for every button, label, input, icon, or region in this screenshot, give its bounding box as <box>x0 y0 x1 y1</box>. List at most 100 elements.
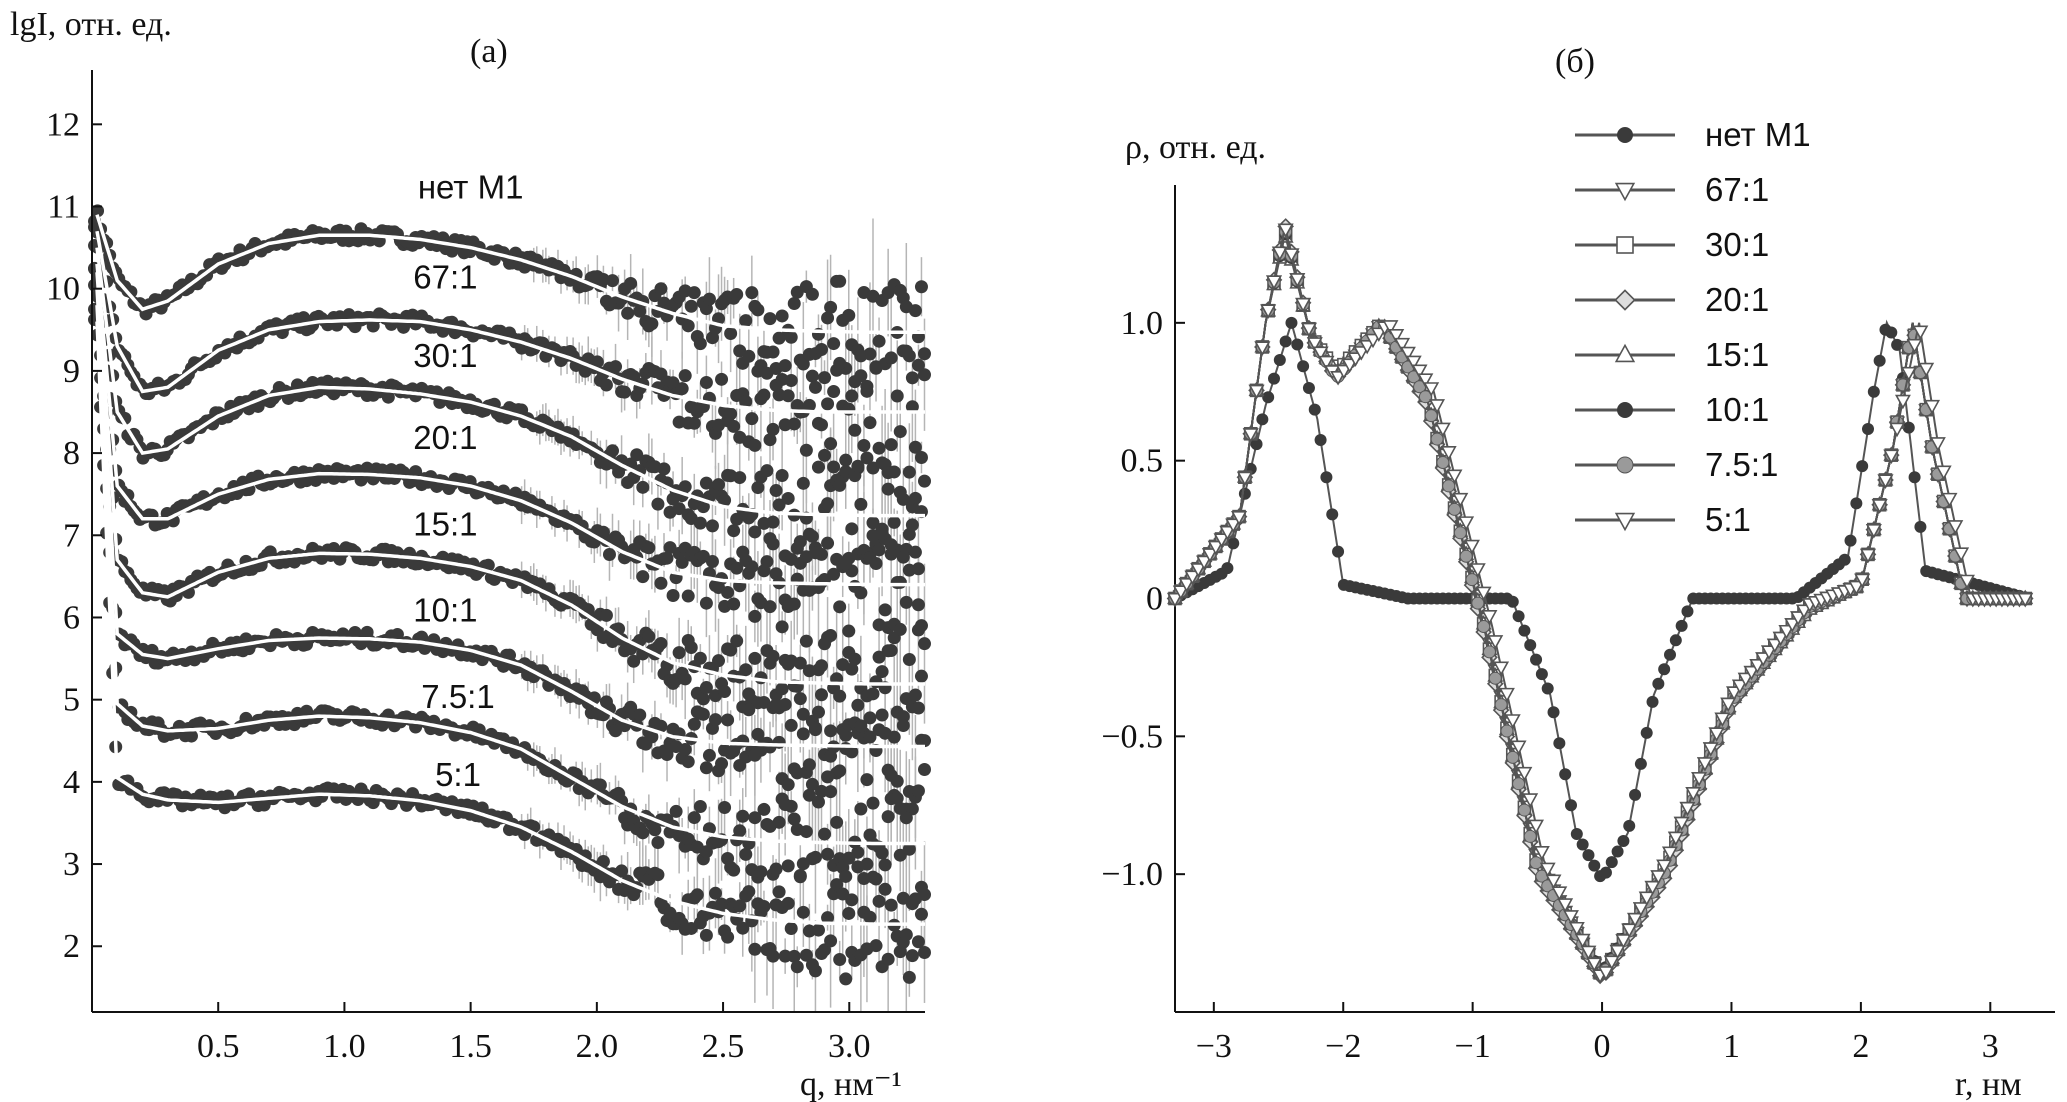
data-point <box>911 562 925 576</box>
data-point <box>727 524 741 538</box>
density-marker <box>1341 358 1358 374</box>
data-point <box>899 344 913 358</box>
density-marker <box>1681 605 1694 618</box>
data-point <box>845 745 859 759</box>
density-marker <box>1347 352 1364 367</box>
data-point <box>830 815 844 829</box>
data-point <box>805 369 819 383</box>
data-point <box>781 896 795 910</box>
density-marker <box>1359 339 1376 355</box>
data-point <box>902 652 916 666</box>
data-point <box>763 312 777 326</box>
density-marker <box>1743 665 1760 681</box>
data-point <box>696 500 710 514</box>
density-marker <box>1565 799 1577 812</box>
density-marker <box>1778 624 1795 640</box>
curve-label-5: 10:1 <box>413 592 477 629</box>
data-point <box>745 286 759 300</box>
density-marker <box>1918 362 1935 378</box>
density-marker <box>1576 838 1589 851</box>
density-marker <box>1755 652 1772 667</box>
density-marker <box>1862 422 1874 435</box>
data-point <box>778 359 792 373</box>
density-marker <box>1553 737 1566 750</box>
data-point <box>911 701 925 715</box>
density-marker <box>1482 645 1496 659</box>
data-point <box>699 596 713 610</box>
data-point <box>769 698 783 712</box>
data-point <box>763 433 777 447</box>
data-point <box>730 287 744 301</box>
density-marker <box>1656 859 1673 874</box>
data-point <box>748 942 762 956</box>
data-point <box>675 382 689 396</box>
density-marker <box>1691 772 1708 787</box>
data-point <box>730 561 744 575</box>
legend-label-6: 7.5:1 <box>1705 446 1778 483</box>
density-marker <box>1405 355 1422 371</box>
density-marker <box>1599 866 1612 879</box>
data-point <box>893 575 907 589</box>
data-point <box>821 497 835 511</box>
data-point <box>899 928 913 942</box>
density-marker <box>1201 548 1218 563</box>
data-point <box>917 474 931 488</box>
data-point <box>627 654 641 668</box>
density-marker <box>1227 537 1240 550</box>
data-point <box>863 910 877 924</box>
data-point <box>884 898 898 912</box>
data-point <box>833 689 847 703</box>
density-marker <box>1669 634 1682 647</box>
fit-curve-7 <box>95 321 925 926</box>
density-marker <box>1541 682 1554 695</box>
data-point <box>893 425 907 439</box>
density-marker <box>1260 304 1277 319</box>
data-point <box>621 306 635 320</box>
density-marker <box>1708 727 1725 742</box>
density-marker <box>1504 714 1521 729</box>
data-point <box>802 398 816 412</box>
data-point <box>787 417 801 431</box>
data-point <box>642 629 656 643</box>
data-point <box>793 869 807 883</box>
density-marker <box>1644 880 1661 896</box>
data-point <box>811 705 825 719</box>
density-marker <box>1300 322 1317 338</box>
density-marker <box>1702 742 1719 757</box>
data-point <box>815 784 829 798</box>
density-marker <box>1658 663 1671 676</box>
data-point <box>808 546 822 560</box>
density-marker <box>1522 793 1539 808</box>
data-point <box>821 397 835 411</box>
data-point <box>642 541 656 555</box>
data-point <box>875 526 889 540</box>
data-point <box>799 948 813 962</box>
panel-b-y-tick-label: −1.0 <box>1101 856 1163 893</box>
density-marker <box>1667 831 1684 847</box>
density-marker <box>1673 816 1690 832</box>
data-point <box>702 292 716 306</box>
data-point <box>745 412 759 426</box>
data-point <box>799 634 813 648</box>
data-point <box>857 438 871 452</box>
density-marker <box>1871 499 1888 514</box>
curve-label-6: 7.5:1 <box>421 678 494 715</box>
density-marker <box>1448 502 1462 516</box>
density-marker <box>1308 403 1321 416</box>
panel-a-y-tick-label: 9 <box>63 353 80 390</box>
curve-label-1: 67:1 <box>413 259 477 296</box>
legend-marker-7 <box>1614 512 1636 532</box>
data-point <box>742 703 756 717</box>
data-point <box>908 688 922 702</box>
data-point <box>687 717 701 731</box>
panel-a-y-tick-label: 7 <box>63 517 80 554</box>
fit-curve-6 <box>95 305 925 846</box>
density-marker <box>1867 385 1880 398</box>
density-marker <box>1535 668 1548 681</box>
density-marker <box>1627 912 1644 928</box>
data-point <box>854 586 868 600</box>
data-point <box>824 724 838 738</box>
panel-a-y-tick-label: 2 <box>63 928 80 965</box>
data-point <box>869 939 883 953</box>
data-point <box>908 304 922 318</box>
